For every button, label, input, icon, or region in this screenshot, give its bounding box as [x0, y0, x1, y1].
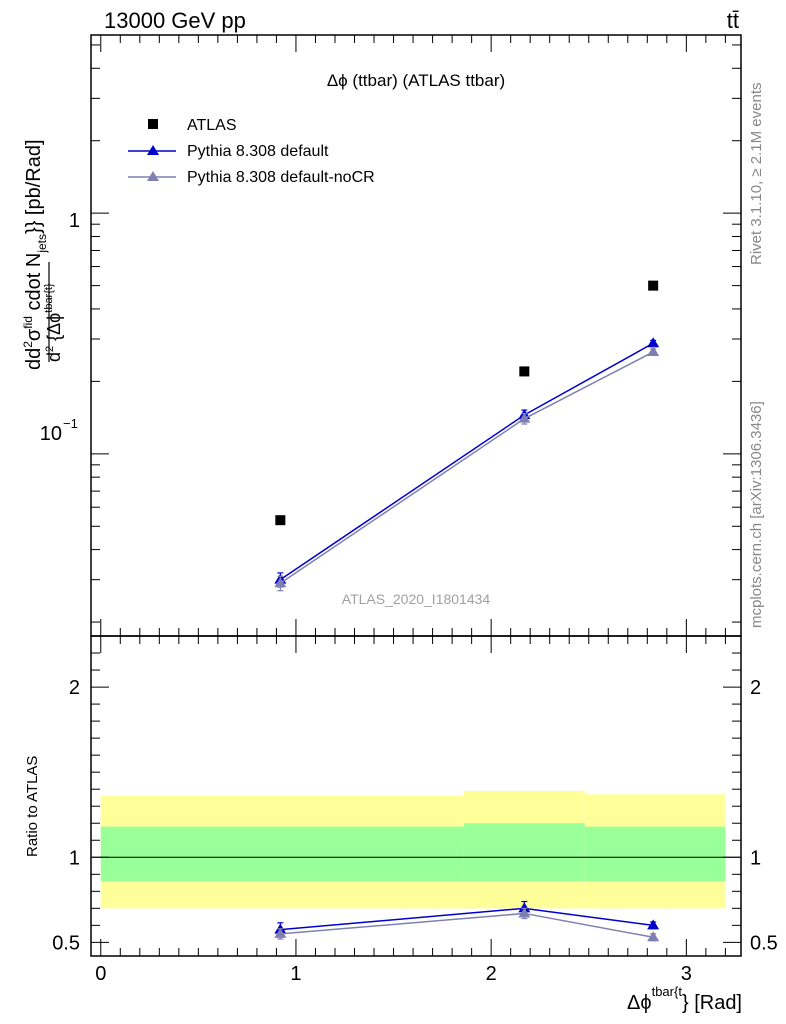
main-panel: Δϕ (ttbar) (ATLAS ttbar) ATLAS_2020_I180… — [21, 34, 742, 637]
svg-text:d2 {Δϕtbar{t}: d2 {Δϕtbar{t} — [43, 283, 64, 362]
ratio-point-default — [518, 902, 531, 913]
energy-label: 13000 GeV pp — [104, 8, 246, 33]
rivet-label: Rivet 3.1.10, ≥ 2.1M events — [748, 83, 765, 266]
ratio-uncertainty-bands — [100, 790, 726, 909]
ratio-ytick-label-left: 2 — [69, 677, 80, 699]
ratio-band-inner — [100, 826, 464, 882]
main-point-atlas — [275, 515, 286, 526]
main-line-nocr — [279, 351, 654, 584]
legend-marker-atlas — [148, 119, 158, 129]
ratio-axis-ticks — [91, 636, 741, 956]
xtick-label: 2 — [486, 963, 497, 985]
main-data-marks — [274, 280, 660, 592]
main-y-axis-title: dd2σfid cdot Njets}} [pb/Rad] d2 {Δϕtbar… — [21, 139, 64, 370]
legend-marker-default — [147, 145, 159, 155]
ratio-band-inner — [584, 826, 726, 882]
x-axis-title: Δϕtbar{t} [Rad] — [627, 984, 742, 1014]
svg-text:dd2σfid cdot Njets}} [pb/Rad]: dd2σfid cdot Njets}} [pb/Rad] — [21, 139, 49, 370]
ratio-ytick-label-left: 1 — [69, 847, 80, 869]
main-point-atlas — [519, 366, 530, 377]
ratio-tick-labels: 0.5 0.5 1 1 2 2 0 1 2 3 — [52, 677, 778, 985]
legend: ATLAS Pythia 8.308 default Pythia 8.308 … — [128, 117, 375, 186]
ratio-ytick-label-left: 0.5 — [52, 932, 80, 954]
ratio-panel: Ratio to ATLAS 0.5 0.5 1 1 2 2 0 1 2 3 Δϕtbar{t} … — [24, 635, 778, 1014]
process-label: tt̄ — [727, 8, 739, 33]
xtick-label: 1 — [290, 963, 301, 985]
ratio-ytick-label-right: 0.5 — [750, 932, 778, 954]
ratio-point-nocr — [274, 927, 287, 938]
legend-marker-nocr — [147, 171, 159, 181]
main-axis-ticks — [91, 35, 741, 636]
source-label: mcplots.cern.ch [arXiv:1306.3436] — [748, 401, 765, 628]
watermark-label: ATLAS_2020_I1801434 — [342, 591, 491, 607]
ratio-point-nocr — [647, 931, 660, 942]
ratio-data-marks — [274, 900, 660, 942]
ratio-y-axis-title: Ratio to ATLAS — [24, 756, 41, 857]
main-point-nocr — [518, 412, 531, 423]
chart-title: Δϕ (ttbar) (ATLAS ttbar) — [327, 71, 505, 90]
legend-label-nocr: Pythia 8.308 default-noCR — [187, 169, 375, 186]
legend-label-default: Pythia 8.308 default — [187, 143, 329, 160]
main-point-nocr — [274, 577, 287, 588]
xtick-label: 0 — [95, 963, 106, 985]
ratio-frame — [90, 635, 742, 957]
ratio-point-default — [647, 919, 660, 930]
ratio-band-inner — [463, 823, 585, 882]
ytick-exponent: −1 — [63, 416, 78, 431]
xtick-label: 3 — [681, 963, 692, 985]
main-point-nocr — [647, 345, 660, 356]
main-point-default — [647, 337, 660, 348]
ytick-label-1: 1 — [69, 210, 80, 232]
ratio-point-nocr — [518, 907, 531, 918]
main-point-atlas — [648, 280, 659, 291]
ytick-label-0p1: 10 — [40, 423, 62, 445]
main-line-default — [279, 342, 654, 581]
main-y-tick-labels: 1 10 −1 — [40, 210, 80, 445]
ratio-ytick-label-right: 1 — [750, 847, 761, 869]
ratio-ytick-label-right: 2 — [750, 677, 761, 699]
legend-label-atlas: ATLAS — [187, 117, 237, 134]
